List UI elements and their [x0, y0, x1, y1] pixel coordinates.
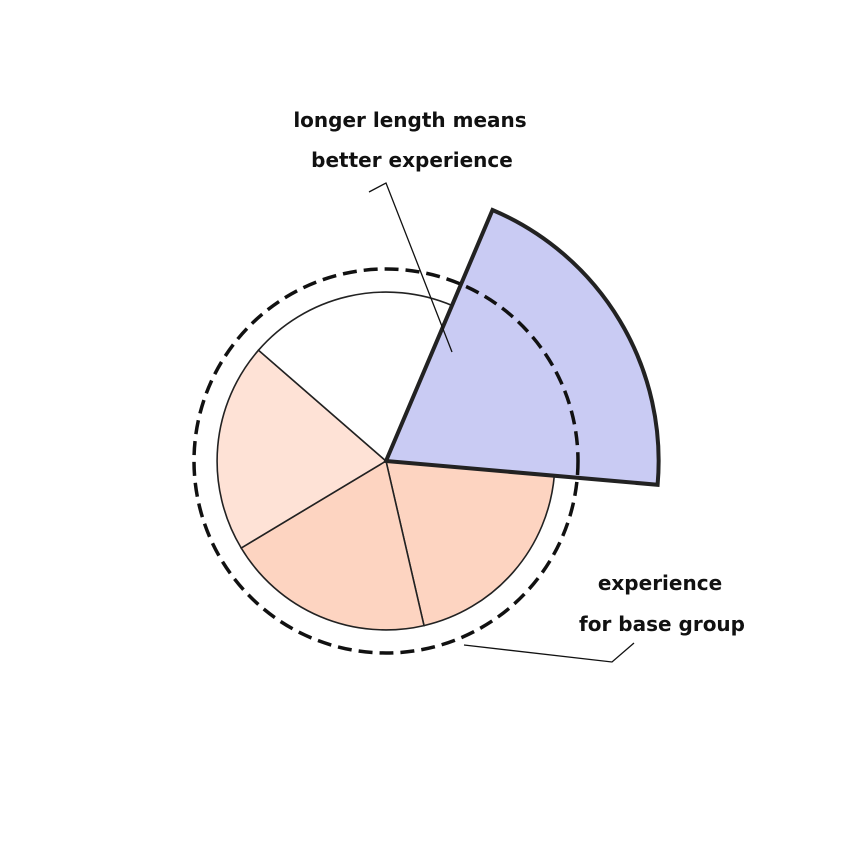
length-note-line2: better experience	[311, 148, 513, 172]
base-group-dashed-circle	[192, 267, 580, 655]
sector-4	[216, 349, 388, 550]
length-note-leader-line	[368, 182, 453, 353]
length-note-line1: longer length means	[293, 108, 526, 132]
sector-group	[216, 207, 661, 631]
base-note-line2: for base group	[579, 612, 745, 636]
base-note-line1: experience	[598, 571, 722, 595]
sector-3	[240, 459, 425, 631]
base-note-leader-line	[463, 642, 635, 663]
sector-2	[384, 460, 556, 627]
highlighted-sector	[383, 207, 661, 487]
